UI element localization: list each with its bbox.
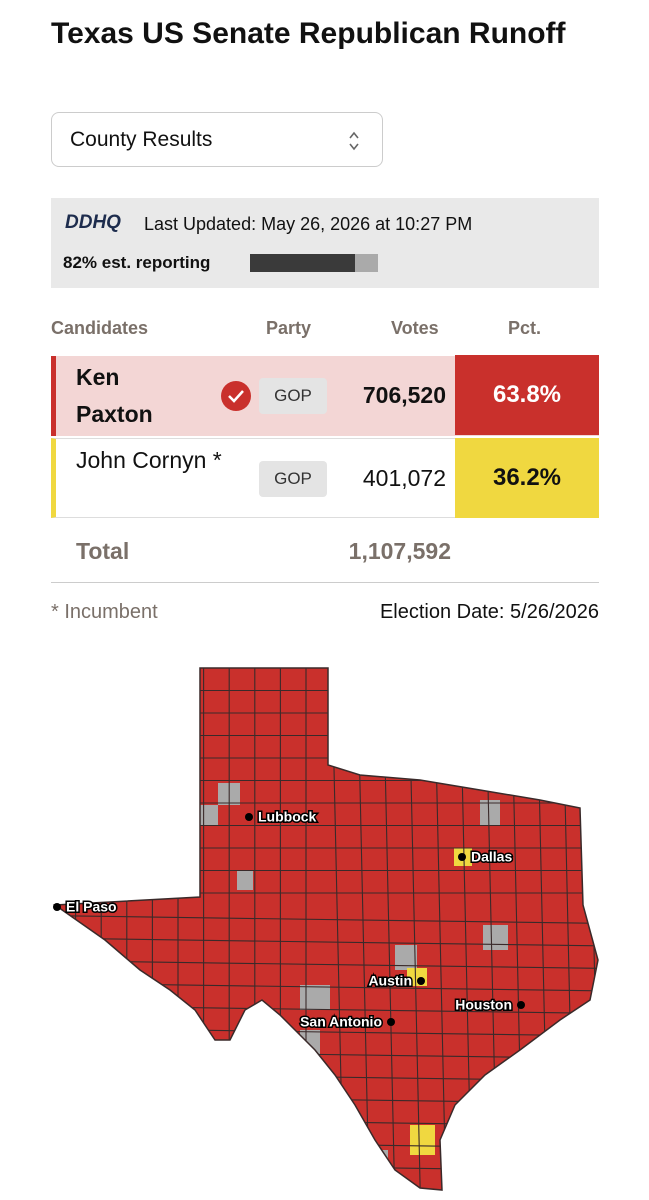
city-dot [245, 813, 253, 821]
county-line [55, 1094, 598, 1105]
county-other [370, 1150, 388, 1175]
votes: 401,072 [362, 465, 446, 491]
city-dot [458, 853, 466, 861]
county-other [300, 1030, 320, 1070]
reporting-label: 82% est. reporting [63, 253, 211, 272]
city-dot [417, 977, 425, 985]
city-dot [387, 1018, 395, 1026]
percent: 63.8% [455, 355, 599, 435]
status-box: DDHQ Last Updated: May 26, 2026 at 10:27… [51, 198, 599, 288]
title: Texas US Senate Republican Runoff [51, 17, 566, 50]
total-votes: 1,107,592 [348, 538, 451, 564]
city-dot [53, 903, 61, 911]
county-line [55, 914, 598, 925]
votes: 706,520 [362, 382, 446, 408]
dropdown[interactable]: County Results [51, 112, 383, 167]
city-label: Houston [455, 997, 512, 1013]
county-other [300, 985, 330, 1010]
check-circle [221, 381, 251, 411]
county-line [55, 1117, 598, 1127]
total-label: Total [76, 538, 130, 564]
county-cornyn [410, 1125, 435, 1155]
city-label: Austin [368, 973, 412, 989]
logo: DDHQ [65, 212, 121, 233]
column-header: Pct. [508, 318, 542, 338]
check-mark [228, 390, 244, 403]
city-label: Lubbock [258, 809, 317, 825]
column-header: Party [266, 318, 312, 338]
reporting-fill [250, 254, 355, 272]
county-other [200, 805, 218, 825]
updated: Last Updated: May 26, 2026 at 10:27 PM [144, 214, 473, 234]
city-label: San Antonio [300, 1014, 382, 1030]
candidate-name: John Cornyn * [76, 447, 222, 473]
divider [51, 582, 599, 583]
dropdown-value[interactable]: County Results [70, 128, 213, 151]
party-badge: GOP [259, 378, 327, 414]
dropdown-arrows[interactable] [348, 130, 360, 152]
reporting-bar [250, 254, 378, 272]
county-other [480, 800, 500, 825]
candidate-name: Ken Paxton [76, 364, 153, 427]
county-line [55, 1139, 598, 1150]
county-line [55, 1072, 598, 1082]
county-other [483, 925, 508, 950]
candidate-row: John Cornyn * GOP 401,072 36.2% [51, 438, 599, 518]
city-dot [517, 1001, 525, 1009]
city-label: El Paso [66, 899, 117, 915]
party-badge: GOP [259, 461, 327, 497]
county-line [55, 959, 598, 970]
column-header: Votes [391, 318, 439, 338]
column-header: Candidates [51, 318, 149, 338]
percent: 36.2% [455, 438, 599, 518]
winner-check [221, 381, 251, 411]
county-other [395, 945, 417, 970]
city-label: Dallas [471, 849, 512, 865]
election-date: Election Date: 5/26/2026 [379, 601, 599, 623]
county-line [55, 937, 598, 947]
county-other [237, 870, 253, 890]
county-line [55, 1162, 598, 1172]
candidate-row: Ken Paxton GOP 706,520 63.8% [51, 355, 599, 436]
incumbent-note: * Incumbent [51, 601, 158, 623]
county-map: Lubbock Dallas El Paso Austin Houston San Ant… [53, 667, 599, 1191]
county-line [55, 1184, 598, 1190]
